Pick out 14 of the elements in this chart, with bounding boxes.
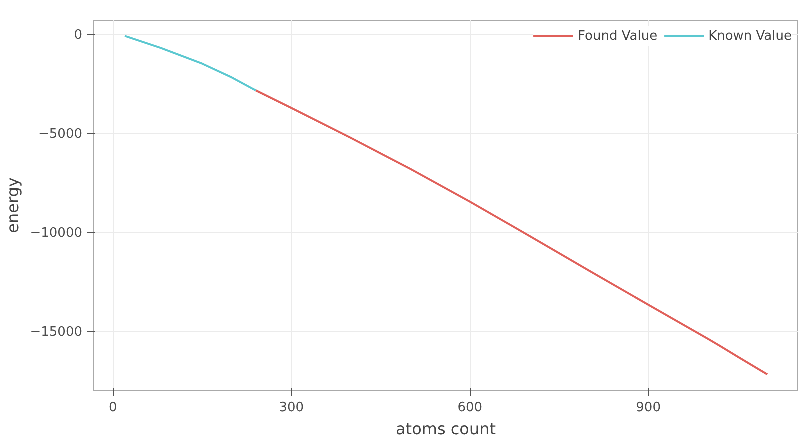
y-axis-title: energy <box>3 178 22 234</box>
y-tick-label: 0 <box>74 28 83 44</box>
x-tick-label: 0 <box>108 400 118 416</box>
legend-label: Found Value <box>578 28 658 44</box>
line-series <box>254 90 769 376</box>
line-series <box>124 35 257 92</box>
x-tick-label: 600 <box>458 400 483 416</box>
x-tick-label: 300 <box>279 400 304 416</box>
x-tick-label: 900 <box>636 400 661 416</box>
y-tick-label: −15000 <box>30 325 82 340</box>
legend-label: Known Value <box>708 28 792 44</box>
y-tick-label: −10000 <box>30 226 82 242</box>
y-tick-label: −5000 <box>38 127 83 142</box>
x-axis-title: atoms count <box>396 420 496 438</box>
